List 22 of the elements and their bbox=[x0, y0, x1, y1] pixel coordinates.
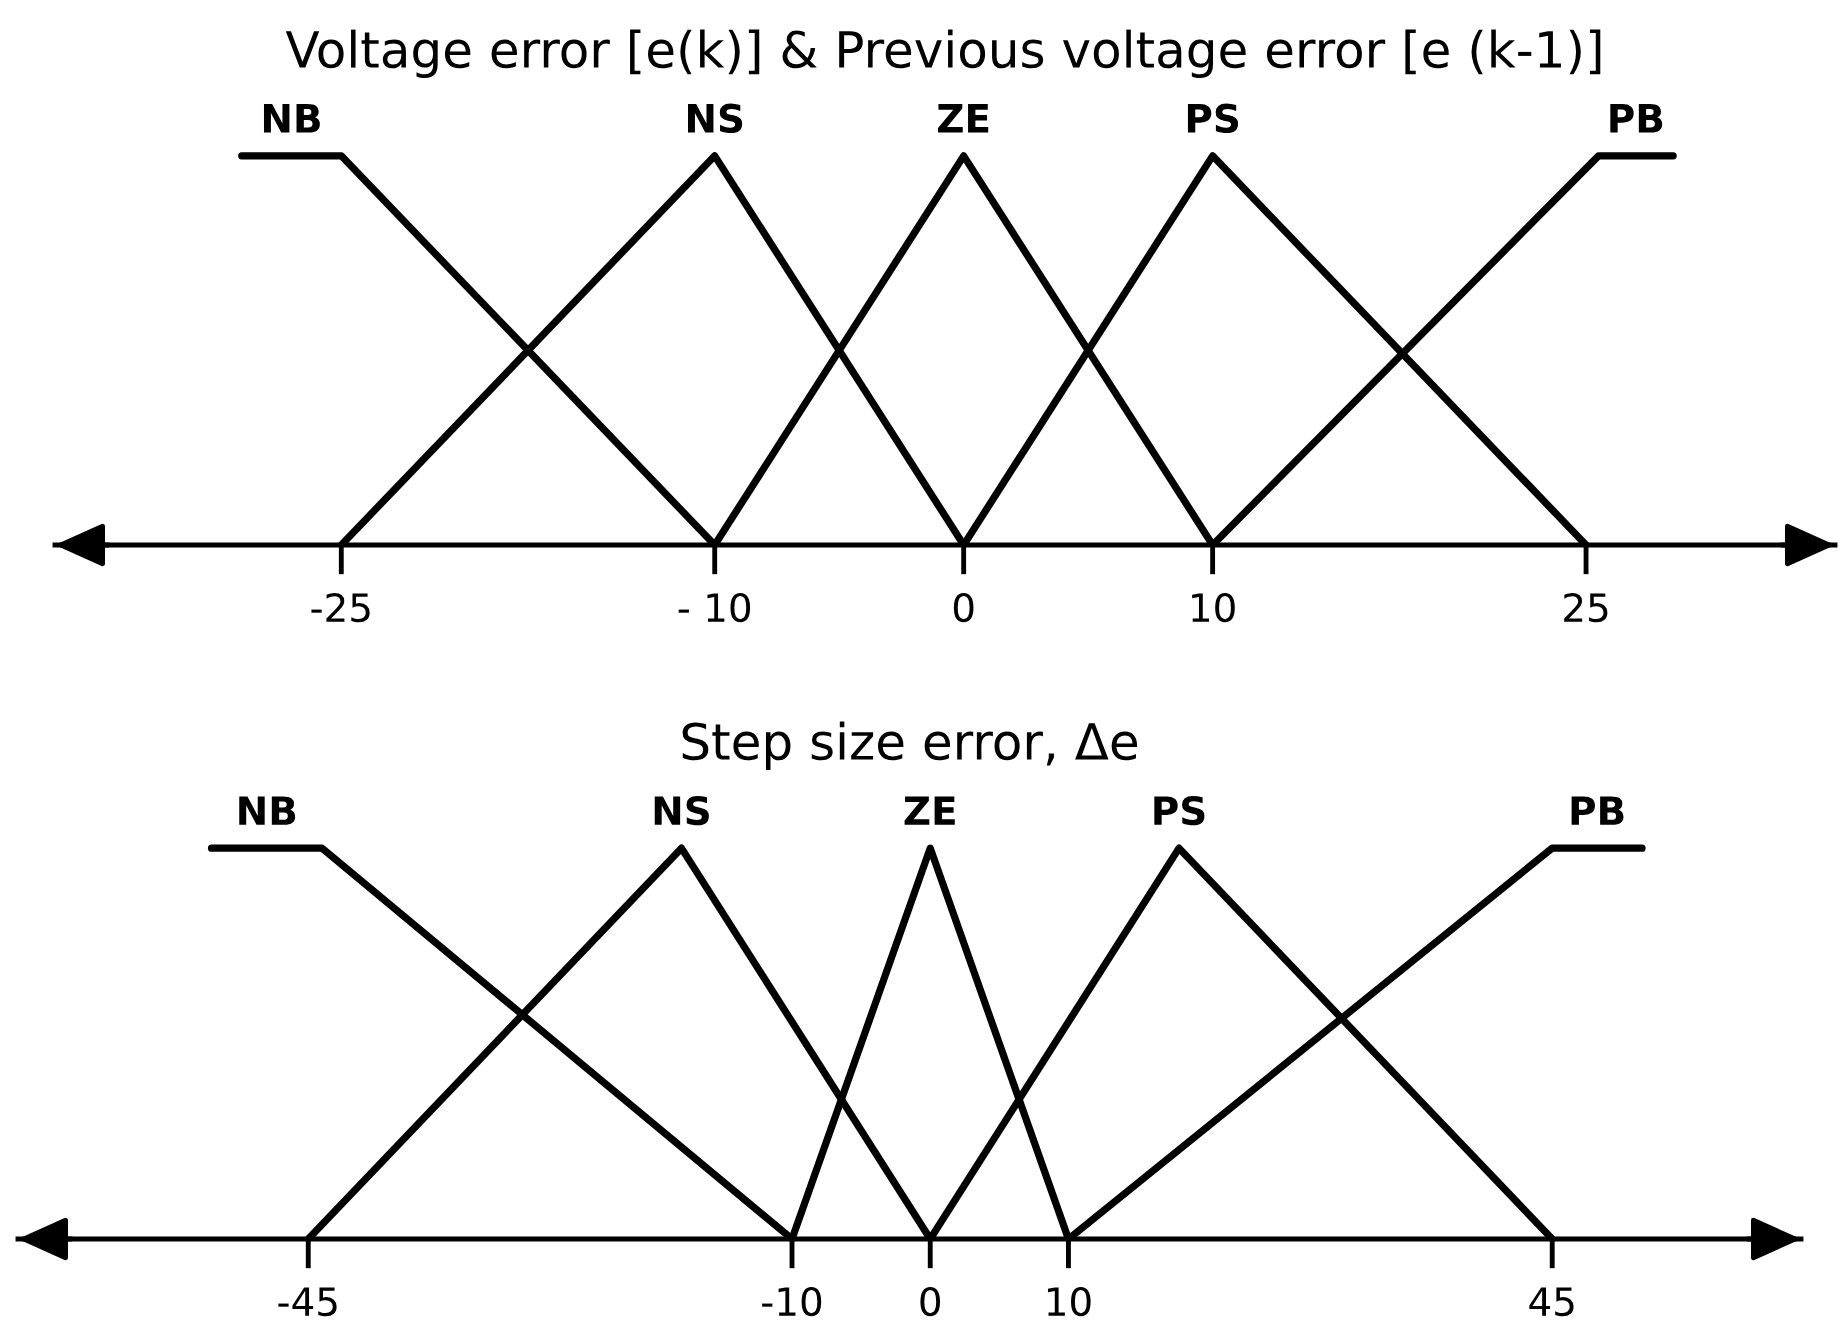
series-label: PB bbox=[1571, 796, 1624, 825]
x-tick-label: 25 bbox=[1564, 592, 1608, 623]
x-tick-label: -45 bbox=[278, 1287, 337, 1317]
x-tick-label: 0 bbox=[920, 1286, 941, 1317]
x-tick-label: 10 bbox=[1192, 592, 1235, 623]
x-tick-label: 45 bbox=[1529, 1287, 1574, 1317]
x-tick-label: -10 bbox=[762, 1286, 822, 1317]
chart-title: Voltage error [e(k)] & Previous voltage error [e (k-1)] bbox=[285, 29, 1601, 78]
series-label: PB bbox=[1610, 104, 1663, 133]
x-tick-label: - 10 bbox=[678, 592, 751, 623]
series-label: ZE bbox=[938, 104, 989, 133]
series-label: PS bbox=[1154, 795, 1205, 826]
series-label: PS bbox=[1187, 103, 1239, 134]
series-label: NS bbox=[688, 103, 743, 134]
series-label: NB bbox=[239, 796, 296, 825]
series-label: ZE bbox=[904, 796, 955, 825]
x-tick-label: -25 bbox=[311, 592, 370, 623]
x-tick-label: 0 bbox=[953, 592, 974, 623]
series-label: NB bbox=[263, 104, 320, 133]
x-tick-label: 10 bbox=[1047, 1286, 1091, 1317]
chart-title: Step size error, Δe bbox=[682, 721, 1138, 770]
series-label: NS bbox=[654, 795, 709, 826]
